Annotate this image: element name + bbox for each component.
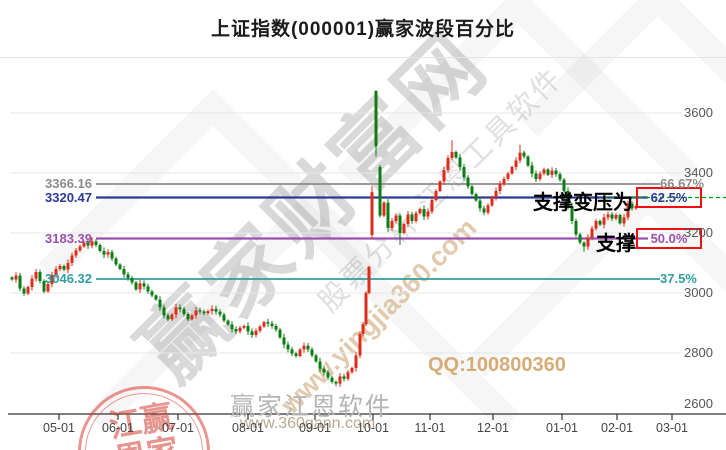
y-axis-label: 3000 bbox=[684, 285, 713, 300]
level-price-label: 3046.32 bbox=[45, 271, 92, 286]
y-axis-label: 3200 bbox=[684, 225, 713, 240]
y-axis-label: 2600 bbox=[684, 396, 713, 411]
x-axis-label: 03-01 bbox=[656, 421, 688, 435]
x-axis-label: 11-01 bbox=[414, 421, 446, 435]
x-axis-label: 07-01 bbox=[162, 421, 194, 435]
alert-box-50-0 bbox=[636, 228, 702, 249]
y-axis-label: 3600 bbox=[684, 105, 713, 120]
y-axis-label: 2800 bbox=[684, 345, 713, 360]
level-percent-label: 62.5% bbox=[650, 189, 688, 205]
level-percent-label: 50.0% bbox=[650, 230, 688, 246]
x-axis-label: 05-01 bbox=[43, 421, 75, 435]
x-axis-label: 06-01 bbox=[102, 421, 134, 435]
header-divider bbox=[0, 57, 726, 58]
resistance-annotation: 支撑变压为 bbox=[533, 192, 633, 214]
alert-box-62-5 bbox=[636, 187, 702, 208]
x-axis-label: 01-01 bbox=[546, 421, 578, 435]
level-percent-label: 66.67% bbox=[660, 176, 705, 191]
x-axis-label: 08-01 bbox=[232, 421, 264, 435]
x-axis-label: 10-01 bbox=[357, 421, 389, 435]
x-axis-label: 02-01 bbox=[601, 421, 633, 435]
x-axis-label: 09-01 bbox=[299, 421, 331, 435]
x-axis-label: 12-01 bbox=[477, 421, 509, 435]
y-axis-label: 3400 bbox=[684, 165, 713, 180]
level-percent-label: 37.5% bbox=[660, 271, 697, 286]
support-annotation: 支撑 bbox=[596, 233, 636, 255]
page-title: 上证指数(000001)赢家波段百分比 bbox=[210, 19, 516, 40]
level-price-label: 3320.47 bbox=[45, 189, 92, 205]
level-price-label: 3366.16 bbox=[45, 176, 92, 191]
level-price-label: 3183.39 bbox=[45, 230, 92, 246]
